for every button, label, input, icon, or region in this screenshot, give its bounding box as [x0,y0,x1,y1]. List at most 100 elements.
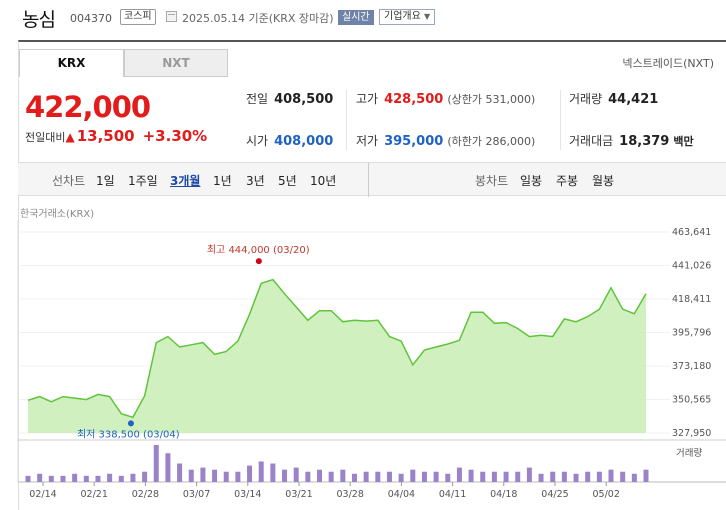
candle-monthly[interactable]: 월봉 [592,174,615,188]
x-tick-label: 04/25 [541,489,568,500]
period-3y[interactable]: 3년 [246,174,265,188]
x-tick-label: 02/14 [29,489,56,500]
volume-bar [258,461,264,482]
volume-bar [538,473,544,482]
volume-bar [421,471,427,482]
x-tick-label: 03/14 [234,489,261,500]
volume-bar [608,469,614,482]
period-1w[interactable]: 1주일 [128,174,158,188]
stock-header: 농심 004370 코스피 2025.05.14 기준(KRX 장마감) 실시간… [0,0,726,36]
y-tick-label: 327,950 [672,428,711,439]
stock-code: 004370 [70,12,112,25]
divider [560,90,561,150]
volume-bar [212,469,218,482]
x-tick-label: 03/07 [183,489,210,500]
volume-bar [270,463,276,482]
volume-bar [188,469,194,482]
data-source: 한국거래소(KRX) [20,209,95,220]
volume-bar [643,469,649,482]
volume-bar [631,473,637,482]
market-badge: 코스피 [120,9,156,25]
volume-bar [480,471,486,482]
low-marker [127,420,134,427]
volume-bar [386,471,392,482]
candle-weekly[interactable]: 주봉 [556,174,579,188]
stat-open: 시가 408,000 [246,132,333,149]
volume-bar [223,471,229,482]
nxt-link[interactable]: 넥스트레이드(NXT) [622,57,714,70]
stat-value: 408,500 [274,92,334,107]
price-change: 전일대비▲ 13,500 +3.30% [25,127,207,145]
current-price: 422,000 [25,90,151,124]
volume-bar [573,473,579,482]
price-chart: 463,641 441,026 418,411 395,796 373,180 350,5… [17,220,726,500]
volume-bar [72,473,78,482]
realtime-button[interactable]: 실시간 [338,10,374,25]
volume-bar [95,475,101,482]
candle-daily[interactable]: 일봉 [520,174,543,188]
volume-bar [282,469,288,482]
stat-value: 408,000 [274,134,334,149]
stock-name: 농심 [22,9,56,31]
x-tick-label: 05/02 [593,489,620,500]
stat-label: 전일 [246,92,269,106]
x-tick-label: 02/28 [132,489,159,500]
volume-bar [550,471,556,482]
volume-bar [247,465,253,482]
price-line [27,278,647,419]
period-10y[interactable]: 10년 [310,174,337,188]
x-tick-label: 02/21 [81,489,108,500]
triangle-up-icon: ▲ [65,130,75,144]
volume-bar [468,469,474,482]
y-tick-label: 441,026 [672,261,711,272]
volume-bar [526,467,532,482]
candle-chart-label[interactable]: 봉차트 [475,174,509,188]
amount-unit: 백만 [673,135,694,148]
stat-label: 시가 [246,134,269,148]
volume-bar [340,469,346,482]
x-tick-label: 03/28 [337,489,364,500]
stat-label: 거래대금 [569,134,614,148]
y-tick-label: 463,641 [672,227,711,238]
y-tick-label: 373,180 [672,361,711,372]
stat-prev-close: 전일 408,500 [246,90,333,107]
period-1d[interactable]: 1일 [96,174,115,188]
stat-value: 18,379 [619,134,670,149]
volume-bar [375,471,381,482]
divider [346,90,347,150]
volume-bar [317,469,323,482]
high-marker [255,258,262,265]
chart-tab-bar: 선차트 1일 1주일 3개월 1년 3년 5년 10년 봉차트 일봉 주봉 월봉 [18,162,726,197]
change-percent: +3.30% [142,127,208,145]
volume-bar [37,473,43,482]
period-3m[interactable]: 3개월 [170,174,201,188]
x-tick-label: 03/21 [285,489,312,500]
volume-bar [503,471,509,482]
volume-bar [177,463,183,482]
stat-low: 저가 395,000 (하한가 286,000) [356,132,535,149]
volume-bar [585,471,591,482]
period-5y[interactable]: 5년 [278,174,297,188]
price-area [28,279,646,433]
volume-bar [142,471,148,482]
stat-label: 고가 [356,92,379,106]
y-tick-label: 350,565 [672,395,711,406]
period-1y[interactable]: 1년 [213,174,232,188]
tab-krx[interactable]: KRX [19,49,124,77]
stat-value: 395,000 [384,134,444,149]
stat-high: 고가 428,500 (상한가 531,000) [356,90,535,107]
stat-label: 거래량 [569,92,603,106]
lower-limit: (하한가 286,000) [447,135,536,148]
volume-bar [445,473,451,482]
line-chart-label[interactable]: 선차트 [52,174,86,188]
volume-bar [351,473,357,482]
volume-bar [596,471,602,482]
volume-bar [328,471,334,482]
company-overview-dropdown[interactable]: 기업개요 ▼ [379,9,436,25]
volume-bar [398,473,404,482]
quote-date: 2025.05.14 기준(KRX 장마감) [182,12,334,25]
tab-nxt[interactable]: NXT [124,49,228,77]
volume-bar [305,471,311,482]
volume-bar [130,473,136,482]
volume-bar [165,453,171,482]
